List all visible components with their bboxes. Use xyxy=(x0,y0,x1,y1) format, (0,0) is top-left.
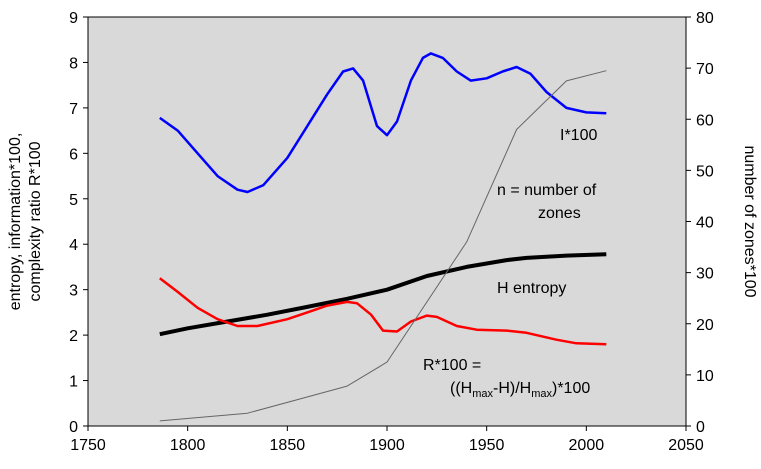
series-line xyxy=(159,52,607,194)
y2-tick-label: 10 xyxy=(696,368,714,385)
annotation: R*100 = xyxy=(423,357,481,374)
x-tick-label: 1900 xyxy=(369,437,405,454)
y-tick-label: 1 xyxy=(69,374,78,391)
x-tick-label: 1950 xyxy=(469,437,505,454)
formula-part: max xyxy=(472,388,493,400)
series-line xyxy=(159,277,607,346)
y2-tick-label: 0 xyxy=(696,419,705,436)
y2-tick-label: 20 xyxy=(696,317,714,334)
y-tick-label: 8 xyxy=(69,55,78,72)
annotation: H entropy xyxy=(497,280,566,297)
annotation-formula: ((Hmax-H)/Hmax)*100 xyxy=(450,380,590,400)
plot-area xyxy=(87,16,687,427)
y-tick-label: 0 xyxy=(69,419,78,436)
y2-axis-label: number of zones*100 xyxy=(741,145,758,297)
x-tick-label: 1800 xyxy=(170,437,206,454)
y-tick-label: 9 xyxy=(69,10,78,27)
formula-part: )*100 xyxy=(552,380,590,397)
y-tick-label: 2 xyxy=(69,328,78,345)
annotation: zones xyxy=(538,205,581,222)
series-line xyxy=(159,70,607,422)
formula-part: ((H xyxy=(450,380,472,397)
y-axis-label: complexity ratio R*100 xyxy=(27,141,44,301)
y-tick-label: 4 xyxy=(69,237,78,254)
y2-tick-label: 60 xyxy=(696,112,714,129)
y2-tick-label: 30 xyxy=(696,266,714,283)
x-tick-label: 1750 xyxy=(70,437,106,454)
formula-part: -H)/H xyxy=(493,380,531,397)
x-tick-label: 2050 xyxy=(668,437,704,454)
y-tick-label: 6 xyxy=(69,146,78,163)
annotation: I*100 xyxy=(560,127,597,144)
y2-tick-label: 40 xyxy=(696,215,714,232)
y2-tick-label: 70 xyxy=(696,61,714,78)
y2-tick-label: 50 xyxy=(696,163,714,180)
formula-part: max xyxy=(531,388,552,400)
y2-tick-label: 80 xyxy=(696,10,714,27)
x-tick-label: 1850 xyxy=(270,437,306,454)
y-axis-label: entropy, information*100, xyxy=(7,133,24,311)
annotation: n = number of xyxy=(497,182,597,199)
y-tick-label: 7 xyxy=(69,101,78,118)
y-tick-label: 3 xyxy=(69,283,78,300)
y-tick-label: 5 xyxy=(69,192,78,209)
x-tick-label: 2000 xyxy=(569,437,605,454)
